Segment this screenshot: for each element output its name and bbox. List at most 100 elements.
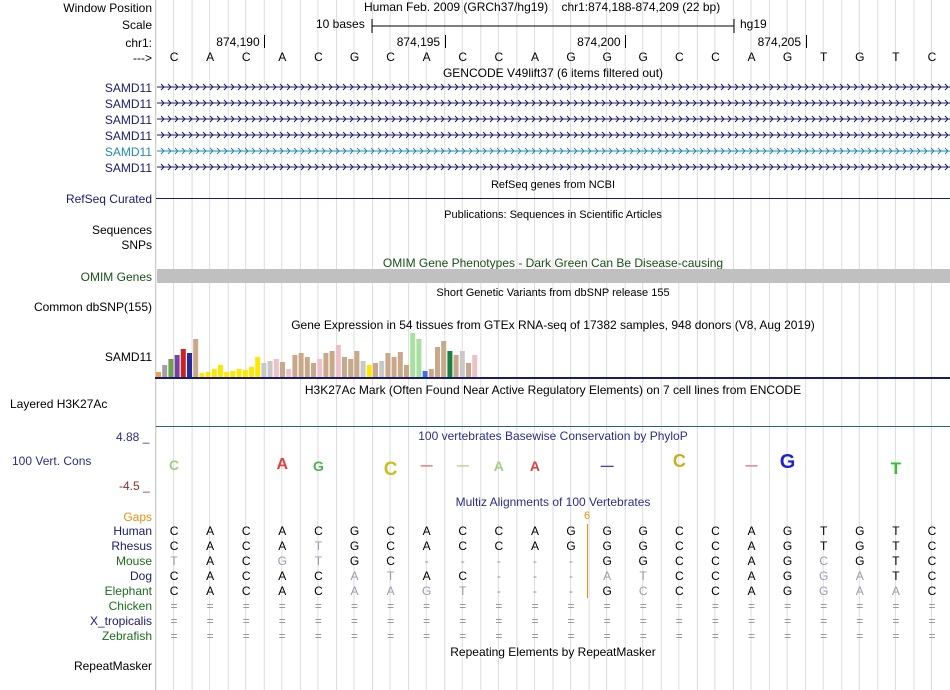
strand-arrow	[349, 131, 354, 139]
publications-track-title[interactable]: Publications: Sequences in Scientific Ar…	[444, 209, 662, 221]
multiz-species-label[interactable]: X_tropicalis	[89, 614, 152, 628]
strand-arrow	[223, 131, 228, 139]
phylop-base-glyph: —	[421, 458, 433, 472]
strand-arrow	[636, 115, 641, 123]
publications-label-snps[interactable]: SNPs	[121, 238, 152, 252]
strand-arrow	[426, 99, 431, 107]
strand-arrow	[286, 131, 291, 139]
refseq-label[interactable]: RefSeq Curated	[65, 192, 152, 206]
gencode-features[interactable]	[157, 80, 950, 176]
h3k27ac-label[interactable]: Layered H3K27Ac	[10, 397, 108, 411]
multiz-species-label[interactable]: Elephant	[104, 584, 152, 598]
strand-arrow	[202, 83, 207, 91]
gencode-item-label[interactable]: SAMD11	[104, 161, 152, 175]
h3k27ac-track-title[interactable]: H3K27Ac Mark (Often Found Near Active Re…	[304, 383, 802, 397]
scale-bar	[371, 19, 735, 33]
multiz-species-label[interactable]: Mouse	[115, 554, 152, 568]
strand-arrow	[678, 99, 683, 107]
strand-arrow	[573, 115, 578, 123]
strand-arrow	[909, 99, 914, 107]
strand-arrow	[944, 131, 949, 139]
strand-arrow	[405, 99, 410, 107]
alignment-base: =	[278, 629, 286, 643]
strand-arrow	[685, 131, 690, 139]
gencode-item-label[interactable]: SAMD11	[104, 81, 152, 95]
gencode-item-label[interactable]: SAMD11	[104, 129, 152, 143]
strand-arrow	[727, 83, 732, 91]
strand-arrow	[342, 99, 347, 107]
multiz-track-title[interactable]: Multiz Alignments of 100 Vertebrates	[455, 495, 651, 509]
multiz-species-label[interactable]: Rhesus	[111, 539, 152, 553]
multiz-species-label[interactable]: Dog	[129, 569, 152, 583]
alignment-base: C	[494, 524, 504, 538]
multiz-species-label[interactable]: Human	[113, 524, 152, 538]
publications-label-sequences[interactable]: Sequences	[91, 223, 152, 237]
strand-arrow	[174, 99, 179, 107]
omim-label[interactable]: OMIM Genes	[80, 270, 152, 284]
gtex-tissue-bar	[280, 362, 285, 377]
dbsnp-label[interactable]: Common dbSNP(155)	[33, 300, 152, 314]
strand-arrow	[909, 83, 914, 91]
strand-arrow	[237, 83, 242, 91]
strand-arrow	[188, 83, 193, 91]
ruler-tick-mark	[264, 35, 266, 48]
phylop-logo[interactable]: C A G C — — A A — C — G T	[155, 444, 950, 490]
gencode-item-label[interactable]: SAMD11	[104, 145, 152, 159]
alignment-base: =	[784, 629, 792, 643]
strand-arrow	[727, 99, 732, 107]
alignment-base: G	[602, 554, 612, 568]
strand-arrow	[174, 115, 179, 123]
alignment-base: =	[856, 629, 864, 643]
refseq-track-title[interactable]: RefSeq genes from NCBI	[490, 179, 616, 191]
alignment-base: C	[674, 539, 684, 553]
dbsnp-track-title[interactable]: Short Genetic Variants from dbSNP releas…	[436, 287, 670, 299]
strand-arrow	[531, 99, 536, 107]
phylop-label[interactable]: 100 Vert. Cons	[12, 454, 92, 468]
gencode-track-title[interactable]: GENCODE V49lift37 (6 items filtered out)	[442, 66, 664, 80]
strand-arrow	[622, 115, 627, 123]
strand-arrow	[405, 147, 410, 155]
repeatmasker-track-title[interactable]: Repeating Elements by RepeatMasker	[450, 645, 656, 659]
strand-arrow	[699, 163, 704, 171]
strand-arrow	[818, 115, 823, 123]
repeatmasker-label[interactable]: RepeatMasker	[73, 659, 152, 673]
alignment-base: C	[674, 584, 684, 598]
gtex-tissue-bar	[317, 359, 323, 377]
strand-arrow	[412, 99, 417, 107]
strand-arrow	[321, 131, 326, 139]
gtex-tissue-bar	[459, 351, 465, 377]
multiz-species-label[interactable]: Chicken	[108, 599, 152, 613]
gtex-bar-chart[interactable]	[155, 330, 950, 380]
phylop-base-glyph: —	[601, 458, 614, 473]
phylop-track-title[interactable]: 100 vertebrates Basewise Conservation by…	[418, 429, 688, 443]
strand-arrow	[888, 147, 893, 155]
omim-feature-bar[interactable]	[157, 269, 950, 283]
strand-arrow	[335, 83, 340, 91]
strand-arrow	[335, 163, 340, 171]
strand-arrow	[300, 131, 305, 139]
strand-arrow	[342, 163, 347, 171]
strand-arrow	[307, 163, 312, 171]
gtex-tissue-bar	[261, 363, 267, 377]
gencode-item-label[interactable]: SAMD11	[104, 113, 152, 127]
omim-track-title[interactable]: OMIM Gene Phenotypes - Dark Green Can Be…	[382, 256, 724, 270]
alignment-base: -	[460, 554, 465, 568]
strand-arrow	[363, 163, 368, 171]
strand-arrow	[258, 83, 263, 91]
gtex-track-title[interactable]: Gene Expression in 54 tissues from GTEx …	[291, 318, 815, 332]
alignment-base: G	[638, 524, 648, 538]
refseq-feature-line[interactable]	[156, 198, 950, 199]
strand-arrow	[265, 131, 270, 139]
strand-arrow	[489, 115, 494, 123]
alignment-base: C	[458, 539, 468, 553]
alignment-base: =	[278, 614, 286, 628]
alignment-base: G	[782, 554, 793, 568]
gencode-item-label[interactable]: SAMD11	[104, 97, 152, 111]
gtex-label[interactable]: SAMD11	[104, 350, 152, 364]
alignment-base: =	[747, 599, 755, 613]
strand-arrow	[426, 115, 431, 123]
alignment-base: G	[782, 524, 793, 538]
multiz-species-label[interactable]: Zebrafish	[101, 629, 152, 643]
gtex-tissue-bar	[385, 353, 391, 377]
strand-arrow	[433, 115, 438, 123]
